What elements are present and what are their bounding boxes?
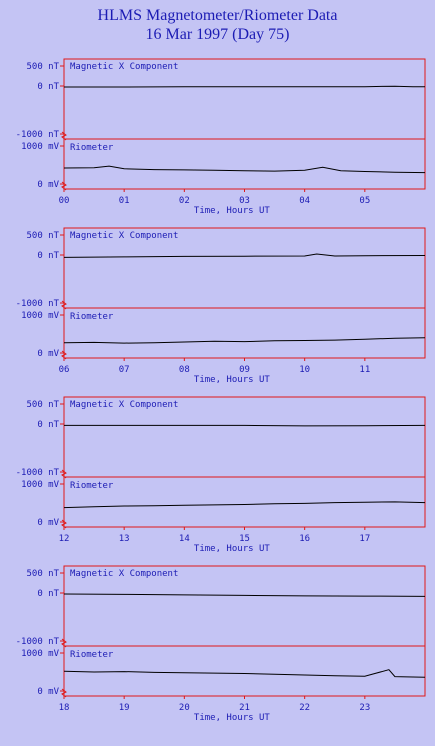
x-tick-label: 04 [299,196,310,206]
x-tick-label: 05 [359,196,370,206]
magnetic-y-tick-label: -1000 nT [16,130,60,140]
magnetic-y-tick-label: 500 nT [26,569,59,579]
x-tick-label: 02 [179,196,190,206]
magnetic-panel-title: Magnetic X Component [70,400,178,410]
riometer-panel-frame [63,307,426,359]
riometer-panel-frame [63,138,426,190]
magnetic-y-tick-label: -1000 nT [16,299,60,309]
title-block: HLMS Magnetometer/Riometer Data 16 Mar 1… [0,6,435,44]
x-axis-label: Time, Hours UT [194,375,270,385]
x-tick-label: 08 [179,365,190,375]
magnetic-panel-title: Magnetic X Component [70,62,178,72]
page-title: HLMS Magnetometer/Riometer Data [97,7,338,24]
magnetic-panel-title: Magnetic X Component [70,569,178,579]
x-tick-label: 15 [239,534,250,544]
magnetic-x-series-line [64,85,425,88]
magnetic-x-series-line [63,253,426,258]
riometer-series-line [63,501,426,509]
riometer-series-line [63,337,426,344]
riometer-panel-frame [63,645,426,697]
x-tick-label: 01 [119,196,130,206]
riometer-y-tick-label: 0 mV [37,180,59,190]
riometer-y-tick-label: 1000 mV [21,480,60,490]
riometer-series-line [63,669,426,678]
riometer-y-tick-label: 1000 mV [21,311,60,321]
x-tick-label: 12 [59,534,70,544]
magnetic-y-tick-label: 500 nT [26,400,59,410]
x-tick-label: 00 [59,196,70,206]
magnetic-y-tick-label: 0 nT [37,589,59,599]
magnetic-y-tick-label: 0 nT [37,420,59,430]
page-subtitle: 16 Mar 1997 (Day 75) [145,26,290,43]
x-tick-label: 10 [299,365,310,375]
riometer-y-tick-label: 1000 mV [21,649,60,659]
x-tick-label: 14 [179,534,190,544]
x-tick-label: 17 [359,534,370,544]
x-tick-label: 03 [239,196,250,206]
magnetic-y-tick-label: 500 nT [26,231,59,241]
riometer-y-tick-label: 1000 mV [21,142,60,152]
riometer-y-tick-label: 0 mV [37,687,59,697]
x-tick-label: 07 [119,365,130,375]
riometer-y-tick-label: 0 mV [37,349,59,359]
riometer-y-tick-label: 0 mV [37,518,59,528]
x-tick-label: 18 [59,703,70,713]
magnetic-y-tick-label: 500 nT [26,62,59,72]
x-tick-label: 19 [119,703,130,713]
magnetic-x-series-line [64,424,426,427]
riometer-series-line [63,165,426,174]
magnetic-y-tick-label: 0 nT [37,251,59,261]
riometer-panel-title: Riometer [70,143,114,153]
magnetic-y-tick-label: -1000 nT [16,637,60,647]
magnetic-panel-title: Magnetic X Component [70,231,178,241]
x-tick-label: 23 [359,703,370,713]
x-axis-label: Time, Hours UT [194,544,270,554]
magnetic-y-tick-label: -1000 nT [16,468,60,478]
riometer-panel-title: Riometer [70,312,114,322]
riometer-panel-title: Riometer [70,650,114,660]
x-tick-label: 21 [239,703,250,713]
magnetic-x-series-line [63,593,426,597]
x-tick-label: 13 [119,534,130,544]
x-tick-label: 11 [359,365,370,375]
magnetic-y-tick-label: 0 nT [37,82,59,92]
x-tick-label: 16 [299,534,310,544]
x-axis-label: Time, Hours UT [194,713,270,723]
x-axis-label: Time, Hours UT [194,206,270,216]
x-tick-label: 09 [239,365,250,375]
x-tick-label: 20 [179,703,190,713]
riometer-panel-title: Riometer [70,481,114,491]
x-tick-label: 06 [59,365,70,375]
x-tick-label: 22 [299,703,310,713]
